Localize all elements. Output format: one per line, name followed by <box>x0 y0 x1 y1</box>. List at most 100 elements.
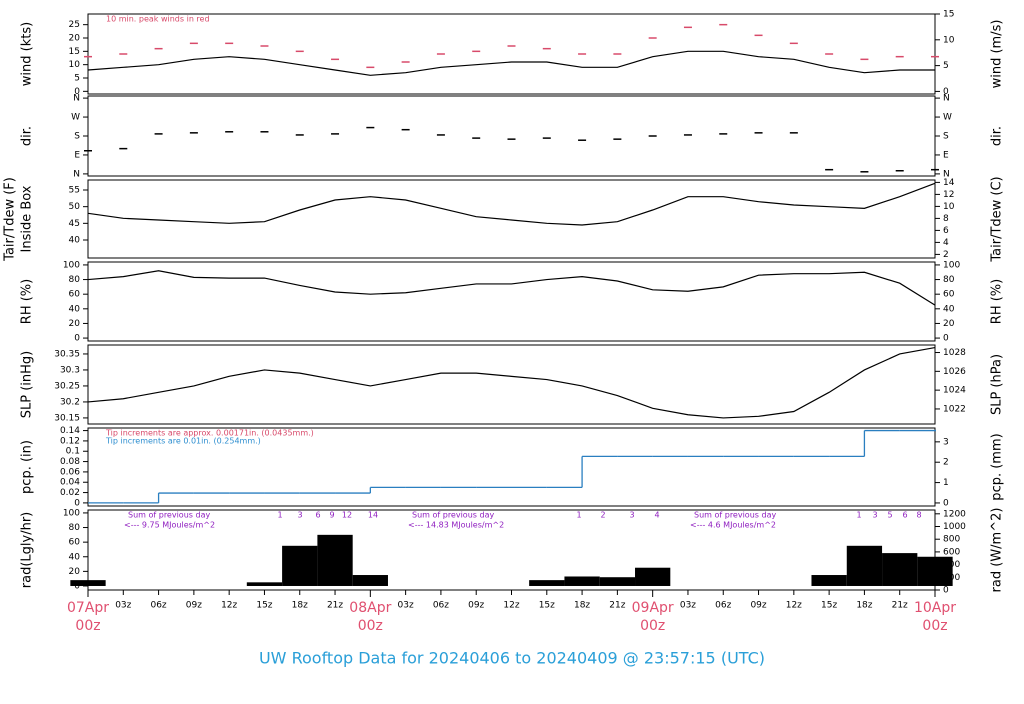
sun-mark: 6 <box>902 511 907 520</box>
y2-tick-label: 3 <box>943 437 949 447</box>
y2-axis-label: RH (%) <box>990 279 1005 324</box>
y2-tick-label: 0 <box>943 87 949 97</box>
note-text: <--- 14.83 MJoules/m^2 <box>408 521 504 530</box>
y-axis-label: pcp. (in) <box>20 440 35 494</box>
x-tick-label: 06z <box>150 601 166 611</box>
sun-mark: 1 <box>277 511 282 520</box>
y-tick-label: 0 <box>74 498 80 508</box>
x-tick-label: 09z <box>468 601 484 611</box>
y2-tick-label: 0 <box>943 498 949 508</box>
y-axis-label: RH (%) <box>20 279 35 324</box>
x-tick-label: 12z <box>786 601 802 611</box>
x-tick-label: 03z <box>398 601 414 611</box>
y2-tick-label: 0 <box>943 586 949 596</box>
y2-tick-label: 800 <box>943 535 960 545</box>
rad-bar <box>564 576 600 586</box>
y2-tick-label: 20 <box>943 319 955 329</box>
x-tick-label: 09z <box>186 601 202 611</box>
y2-tick-label: 2 <box>943 250 949 260</box>
y2-tick-label: N <box>943 94 950 104</box>
sun-mark: 9 <box>329 511 334 520</box>
y2-tick-label: 1022 <box>943 404 966 414</box>
y-tick-label: 40 <box>69 304 81 314</box>
y-tick-label: 25 <box>69 20 80 30</box>
panel-frame <box>87 344 936 425</box>
rad-bar <box>317 534 353 586</box>
y-tick-label: 0.12 <box>60 436 80 446</box>
x-tick-label: 18z <box>292 601 308 611</box>
y-tick-label: E <box>74 150 80 160</box>
y2-tick-label: 8 <box>943 214 949 224</box>
rad-bar <box>529 580 565 586</box>
y-tick-label: 55 <box>69 186 80 196</box>
y-tick-label: 0.14 <box>60 426 80 436</box>
y-tick-label: 0.04 <box>60 478 80 488</box>
sun-mark: 1 <box>576 511 581 520</box>
series-line <box>87 270 936 306</box>
panel-frame <box>87 427 936 507</box>
series-line <box>87 50 935 76</box>
x-tick-label: 15z <box>821 601 837 611</box>
sun-mark: 4 <box>654 511 659 520</box>
y2-tick-label: 0 <box>943 334 949 344</box>
y-tick-label: 40 <box>69 236 81 246</box>
y2-axis-label: dir. <box>990 126 1005 146</box>
y-tick-label: 30.25 <box>54 381 80 391</box>
y-tick-label: 40 <box>69 552 81 562</box>
y2-tick-label: W <box>943 113 952 123</box>
series-line <box>87 346 936 419</box>
y-tick-label: 30.2 <box>60 397 80 407</box>
y2-tick-label: S <box>943 132 949 142</box>
y2-tick-label: 14 <box>943 178 955 188</box>
y-tick-label: 60 <box>69 538 81 548</box>
rad-bar <box>352 575 388 586</box>
annotation: Tip increments are 0.01in. (0.254mm.) <box>105 437 261 446</box>
y2-tick-label: 5 <box>943 61 949 71</box>
panel-frame <box>87 261 936 342</box>
y2-tick-label: 1 <box>943 478 949 488</box>
y2-tick-label: 1000 <box>943 522 966 532</box>
x-tick-label: 21z <box>892 601 908 611</box>
rad-bar <box>599 577 636 586</box>
y2-tick-label: 12 <box>943 190 954 200</box>
y2-tick-label: E <box>943 150 949 160</box>
date-label: 07Apr <box>67 600 109 616</box>
y-tick-label: 50 <box>69 202 81 212</box>
note-head: Sum of previous day <box>694 511 776 520</box>
date-label: 09Apr <box>632 600 674 616</box>
y2-tick-label: 4 <box>943 238 949 248</box>
y2-tick-label: 1028 <box>943 348 966 358</box>
x-tick-label: 03z <box>115 601 131 611</box>
chart-title: UW Rooftop Data for 20240406 to 20240409… <box>259 649 765 668</box>
x-tick-label: 15z <box>256 601 272 611</box>
y-tick-label: 20 <box>69 34 81 44</box>
sun-mark: 1 <box>856 511 861 520</box>
y-tick-label: 30.3 <box>60 365 80 375</box>
y2-tick-label: 1026 <box>943 367 966 377</box>
y2-tick-label: 40 <box>943 304 955 314</box>
x-tick-label: 09z <box>750 601 766 611</box>
sun-mark: 14 <box>368 511 378 520</box>
sun-mark: 12 <box>342 511 352 520</box>
y-tick-label: 10 <box>69 60 81 70</box>
y-axis-label: Tair/Tdew (F) <box>3 177 18 262</box>
y2-tick-label: 10 <box>943 35 955 45</box>
y-tick-label: S <box>74 132 80 142</box>
y-tick-label: 0.08 <box>60 457 80 467</box>
date-label: 10Apr <box>914 600 956 616</box>
rad-bar <box>811 575 847 586</box>
sun-mark: 5 <box>887 511 892 520</box>
rad-bar <box>635 567 671 586</box>
date-sub-label: 00z <box>922 618 947 634</box>
x-tick-label: 18z <box>856 601 872 611</box>
panel-frame <box>87 13 936 95</box>
y2-tick-label: 80 <box>943 275 955 285</box>
y-tick-label: 80 <box>69 275 81 285</box>
y-tick-label: 15 <box>69 47 80 57</box>
y-tick-label: 30.35 <box>54 349 80 359</box>
y2-axis-label: Tair/Tdew (C) <box>990 176 1005 262</box>
y2-axis-label: rad (W/m^2) <box>990 508 1005 593</box>
sun-mark: 2 <box>600 511 605 520</box>
y2-tick-label: 1024 <box>943 386 966 396</box>
